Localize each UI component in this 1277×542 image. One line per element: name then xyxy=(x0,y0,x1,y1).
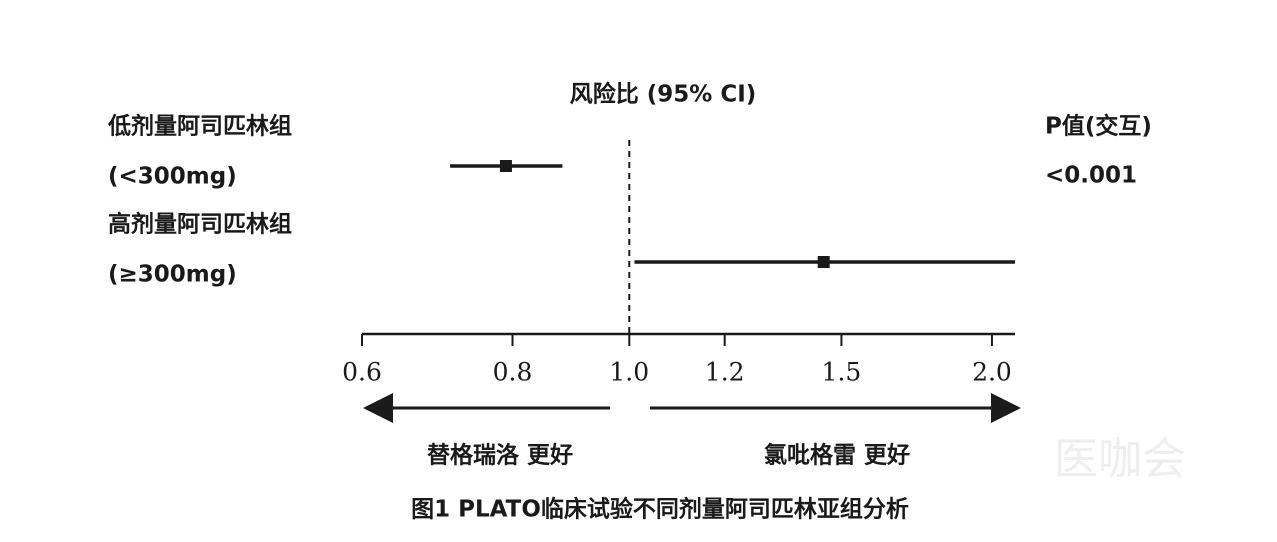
point-estimate xyxy=(817,256,830,268)
point-estimate xyxy=(499,160,512,172)
row-label: 低剂量阿司匹林组 xyxy=(107,113,292,140)
row-sublabel: (≥300mg) xyxy=(108,262,237,288)
x-tick-label: 1.0 xyxy=(609,358,649,387)
x-tick-label: 1.5 xyxy=(822,358,862,387)
right-label: 氯吡格雷 更好 xyxy=(764,442,910,469)
p-header: P值(交互) xyxy=(1045,113,1152,140)
chart-title: 风险比 (95% CI) xyxy=(570,81,757,108)
p-value: <0.001 xyxy=(1045,163,1137,189)
row-label: 高剂量阿司匹林组 xyxy=(108,211,292,238)
x-tick-label: 2.0 xyxy=(972,358,1012,387)
x-tick-label: 1.2 xyxy=(705,358,745,387)
x-tick-label: 0.6 xyxy=(342,358,382,387)
caption: 图1 PLATO临床试验不同剂量阿司匹林亚组分析 xyxy=(411,496,909,523)
x-tick-label: 0.8 xyxy=(493,358,533,387)
row-sublabel: (<300mg) xyxy=(108,164,237,190)
watermark: 医咖会 xyxy=(1054,434,1186,485)
left-label: 替格瑞洛 更好 xyxy=(427,442,573,469)
